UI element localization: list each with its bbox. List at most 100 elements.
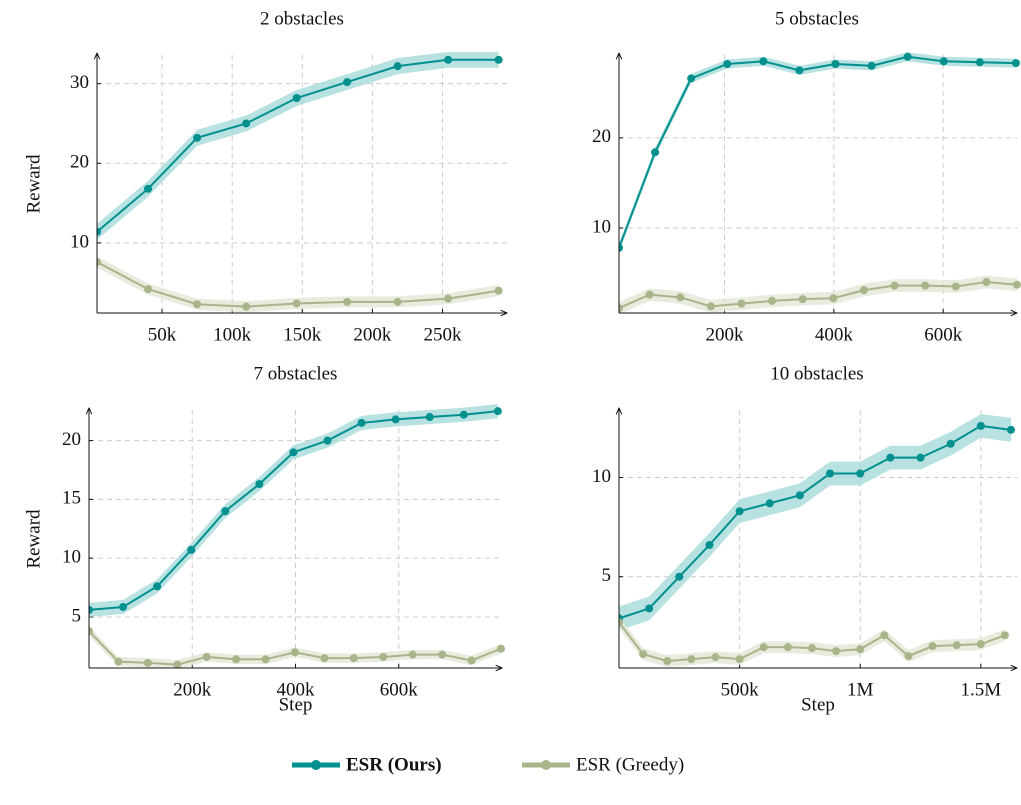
data-point — [173, 660, 182, 668]
subplot: 50k 100k 150k 200k 250k 10 20 30 2 obstacles Rewa… — [23, 8, 507, 345]
subplot: 200k 400k 600k 10 20 5 obstacles — [592, 8, 1021, 345]
data-point — [438, 650, 447, 659]
data-point — [292, 94, 301, 102]
data-point — [890, 281, 899, 290]
x-tick-label: 500k — [721, 679, 760, 700]
x-tick-label: 200k — [706, 324, 745, 345]
data-point — [221, 507, 230, 516]
data-point — [975, 58, 984, 67]
x-tick-label: 250k — [423, 324, 462, 345]
chart-title: 2 obstacles — [260, 8, 344, 29]
data-point — [290, 648, 299, 657]
y-tick-label: 30 — [70, 72, 89, 93]
legend: ESR (Ours) ESR (Greedy) — [292, 754, 684, 775]
data-point — [711, 653, 720, 662]
data-point — [976, 421, 985, 430]
data-point — [759, 57, 768, 66]
data-point — [357, 418, 366, 427]
x-tick-label: 1.5M — [960, 679, 1001, 700]
data-point — [880, 631, 889, 640]
y-tick-label: 20 — [70, 152, 89, 173]
x-tick-label: 1M — [847, 679, 874, 700]
data-point — [89, 627, 93, 636]
data-point — [759, 643, 768, 652]
data-point — [735, 507, 744, 516]
data-point — [795, 491, 804, 500]
data-point — [467, 656, 476, 665]
data-point — [255, 480, 264, 489]
legend-label: ESR (Ours) — [346, 754, 442, 775]
data-point — [444, 55, 453, 64]
y-tick-label: 20 — [62, 429, 81, 450]
data-point — [1000, 631, 1009, 640]
data-point — [886, 453, 895, 462]
data-point — [783, 643, 792, 652]
x-tick-label: 400k — [815, 324, 854, 345]
x-tick-label: 150k — [283, 324, 322, 345]
data-point — [952, 641, 961, 650]
data-point — [408, 650, 417, 659]
error-band — [89, 626, 501, 668]
data-point — [320, 654, 329, 663]
error-band — [619, 52, 1016, 253]
data-point — [1011, 59, 1020, 68]
series-line — [89, 410, 498, 611]
plot-area — [97, 51, 503, 313]
data-point — [202, 652, 211, 661]
x-tick-label: 600k — [924, 324, 963, 345]
data-point — [144, 184, 153, 193]
data-point — [261, 655, 270, 664]
data-point — [496, 644, 505, 653]
data-point — [903, 52, 912, 61]
data-point — [639, 650, 648, 659]
error-band — [97, 51, 499, 240]
data-point — [798, 295, 807, 304]
plot-area — [89, 404, 505, 668]
y-axis-title: Reward — [23, 509, 44, 569]
y-tick-label: 15 — [62, 488, 81, 509]
data-point — [916, 453, 925, 462]
data-point — [904, 652, 913, 661]
series-line — [619, 424, 1012, 620]
data-point — [768, 296, 777, 305]
x-tick-label: 200k — [173, 679, 212, 700]
data-point — [493, 407, 502, 416]
data-point — [89, 605, 93, 614]
data-point — [343, 78, 352, 87]
data-point — [232, 655, 241, 664]
data-point — [807, 644, 816, 653]
data-point — [425, 413, 434, 422]
y-tick-label: 10 — [592, 466, 611, 487]
legend-label: ESR (Greedy) — [576, 754, 684, 775]
data-point — [459, 410, 468, 419]
data-point — [144, 285, 153, 294]
x-tick-label: 100k — [213, 324, 252, 345]
data-point — [323, 436, 332, 445]
data-point — [619, 618, 623, 627]
data-point — [921, 281, 930, 290]
data-point — [343, 297, 352, 306]
error-band — [619, 413, 1011, 631]
data-point — [829, 294, 838, 303]
data-point — [939, 57, 948, 66]
data-point — [856, 645, 865, 654]
data-point — [114, 657, 123, 666]
data-point — [444, 294, 453, 303]
data-point — [1013, 280, 1021, 289]
x-tick-label: 400k — [277, 679, 316, 700]
y-tick-label: 10 — [70, 231, 89, 252]
data-point — [951, 282, 960, 291]
error-band — [89, 404, 498, 617]
chart-title: 10 obstacles — [770, 363, 863, 384]
data-point — [651, 148, 660, 157]
data-point — [242, 302, 251, 311]
data-point — [119, 602, 128, 611]
y-tick-label: 5 — [72, 605, 82, 626]
data-point — [349, 654, 358, 663]
series-line — [619, 55, 1016, 249]
y-tick-label: 10 — [62, 547, 81, 568]
data-point — [187, 545, 196, 554]
y-tick-label: 10 — [592, 216, 611, 237]
data-point — [826, 469, 835, 478]
legend-swatch — [311, 760, 321, 770]
